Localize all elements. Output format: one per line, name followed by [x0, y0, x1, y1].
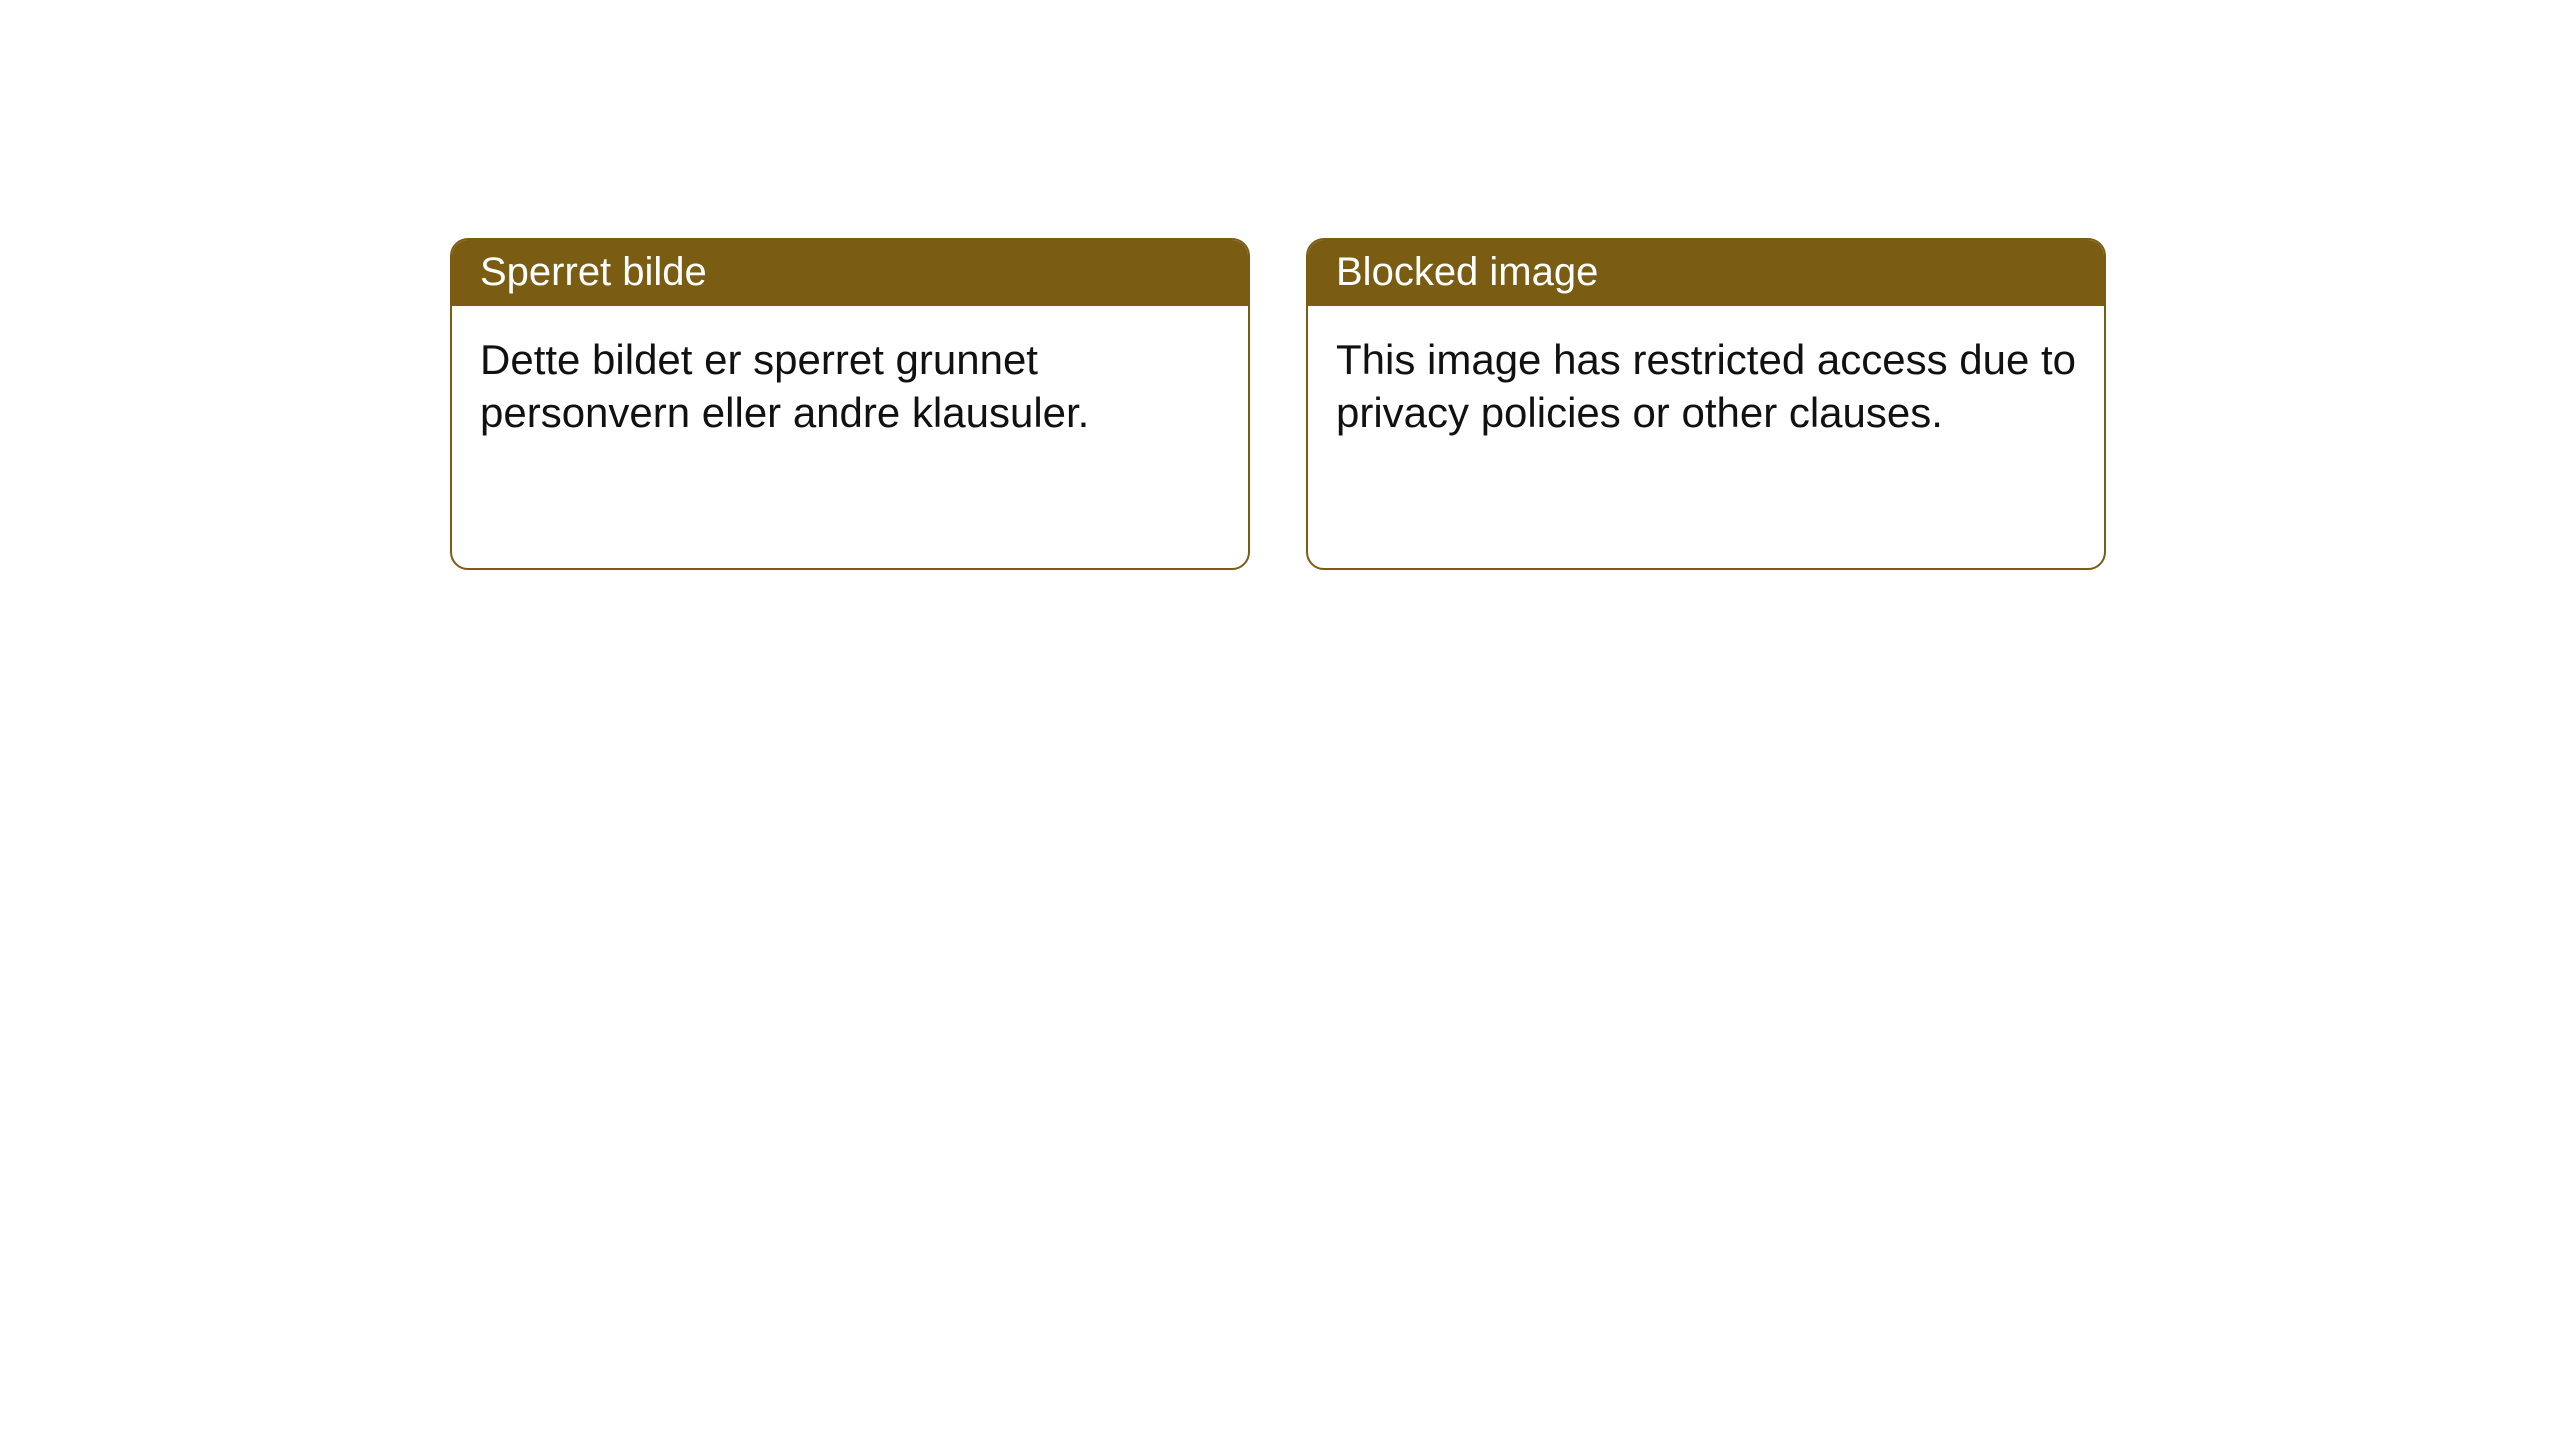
card-body-en: This image has restricted access due to … [1308, 306, 2104, 467]
card-header-en: Blocked image [1308, 240, 2104, 306]
blocked-image-card-en: Blocked image This image has restricted … [1306, 238, 2106, 570]
notice-cards-row: Sperret bilde Dette bildet er sperret gr… [450, 238, 2106, 570]
card-header-no: Sperret bilde [452, 240, 1248, 306]
card-body-no: Dette bildet er sperret grunnet personve… [452, 306, 1248, 467]
blocked-image-card-no: Sperret bilde Dette bildet er sperret gr… [450, 238, 1250, 570]
